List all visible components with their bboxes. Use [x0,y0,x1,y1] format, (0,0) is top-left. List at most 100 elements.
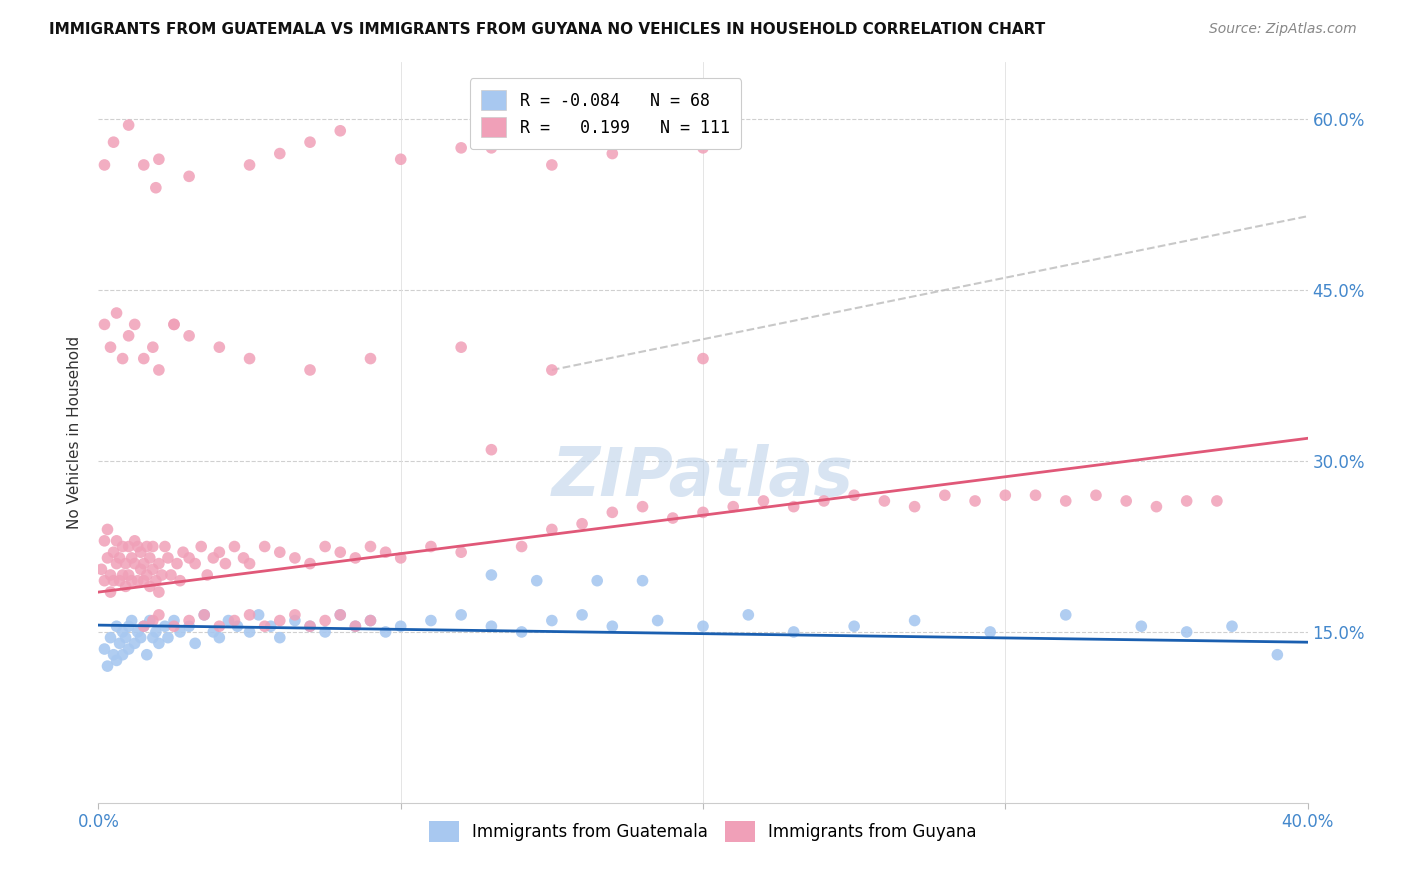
Point [329,124,352,138]
Point [142,631,165,645]
Point [179,550,201,565]
Point [360,351,382,366]
Point [904,500,927,514]
Point [299,557,322,571]
Point [232,550,254,565]
Point [150,568,173,582]
Point [105,557,128,571]
Point [1054,494,1077,508]
Point [965,494,987,508]
Point [124,636,146,650]
Point [135,568,157,582]
Point [269,545,291,559]
Point [374,545,396,559]
Point [450,607,472,622]
Point [571,607,593,622]
Point [329,545,352,559]
Point [1054,607,1077,622]
Point [994,488,1017,502]
Point [96,523,118,537]
Point [139,550,162,565]
Point [647,614,669,628]
Point [111,648,134,662]
Point [450,141,472,155]
Point [481,619,503,633]
Point [114,631,136,645]
Point [160,568,183,582]
Point [360,540,382,554]
Point [135,540,157,554]
Point [124,557,146,571]
Point [299,619,322,633]
Point [314,614,336,628]
Point [692,351,714,366]
Point [253,619,276,633]
Point [153,540,176,554]
Point [148,153,170,167]
Point [510,540,533,554]
Point [179,328,201,343]
Point [127,540,149,554]
Legend: Immigrants from Guatemala, Immigrants from Guyana: Immigrants from Guatemala, Immigrants fr… [420,813,986,850]
Point [100,585,122,599]
Point [314,540,336,554]
Point [374,624,396,639]
Point [979,624,1001,639]
Point [752,494,775,508]
Point [129,631,152,645]
Point [208,619,231,633]
Point [148,557,170,571]
Point [269,631,291,645]
Point [631,574,654,588]
Point [586,574,609,588]
Point [571,516,593,531]
Point [172,545,194,559]
Point [873,494,896,508]
Point [103,135,125,149]
Point [202,624,225,639]
Point [163,614,186,628]
Point [481,442,503,457]
Point [602,146,624,161]
Point [148,607,170,622]
Point [217,614,239,628]
Point [142,562,165,576]
Point [1085,488,1108,502]
Point [93,642,115,657]
Point [389,153,412,167]
Point [239,351,262,366]
Point [132,619,155,633]
Point [139,579,162,593]
Point [156,550,179,565]
Point [148,585,170,599]
Point [540,363,562,377]
Point [389,619,412,633]
Point [269,146,291,161]
Point [142,340,165,354]
Point [1206,494,1229,508]
Point [105,619,128,633]
Y-axis label: No Vehicles in Household: No Vehicles in Household [67,336,83,529]
Point [135,648,157,662]
Point [253,540,276,554]
Point [179,619,201,633]
Point [105,653,128,667]
Point [314,624,336,639]
Point [108,636,131,650]
Point [121,550,143,565]
Point [540,158,562,172]
Point [214,557,236,571]
Point [118,642,141,657]
Point [139,614,162,628]
Point [118,540,141,554]
Point [132,574,155,588]
Point [360,614,382,628]
Point [124,318,146,332]
Point [844,619,866,633]
Point [111,624,134,639]
Point [93,533,115,548]
Point [783,624,806,639]
Point [208,631,231,645]
Point [118,328,141,343]
Point [360,614,382,628]
